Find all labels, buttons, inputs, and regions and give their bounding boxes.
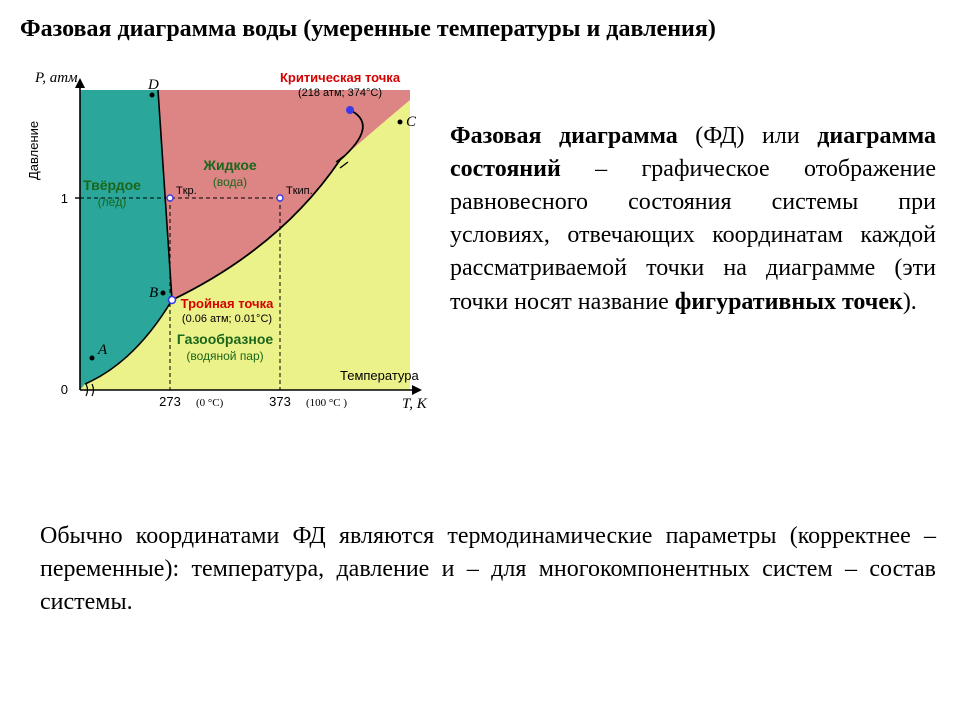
coordinates-paragraph: Обычно координатами ФД являются термодин… <box>40 520 936 619</box>
def-text-1: (ФД) или <box>678 123 818 149</box>
svg-text:273: 273 <box>159 394 181 409</box>
definition-paragraph: Фазовая диаграмма (ФД) или диаграмма сос… <box>450 120 936 319</box>
svg-text:(лёд): (лёд) <box>98 195 127 209</box>
svg-text:(вода): (вода) <box>213 175 247 189</box>
svg-text:Твёрдое: Твёрдое <box>83 177 141 193</box>
term-phase-diagram: Фазовая диаграмма <box>450 123 678 149</box>
svg-text:B: B <box>149 285 158 301</box>
svg-text:0: 0 <box>61 382 68 397</box>
svg-text:A: A <box>97 342 108 358</box>
svg-text:T, K: T, K <box>402 396 428 412</box>
svg-text:(100 °C ): (100 °C ) <box>306 397 347 409</box>
svg-text:373: 373 <box>269 394 291 409</box>
svg-text:(водяной пар): (водяной пар) <box>186 349 263 363</box>
phase-diagram: 1 0 273 (0 °C) 373 (100 °C ) P, атм T, K Темпера… <box>20 60 440 420</box>
svg-text:Жидкое: Жидкое <box>202 157 257 173</box>
term-figurative-points: фигуративных точек <box>675 289 903 315</box>
svg-text:Критическая точка: Критическая точка <box>280 70 401 85</box>
def-text-3: ). <box>903 289 917 315</box>
svg-text:P, атм: P, атм <box>34 70 78 86</box>
svg-text:D: D <box>147 77 159 93</box>
page-title: Фазовая диаграмма воды (умеренные темпер… <box>20 16 940 43</box>
svg-text:C: C <box>406 114 417 130</box>
svg-text:(0 °C): (0 °C) <box>196 397 224 409</box>
svg-text:1: 1 <box>61 191 68 206</box>
svg-text:Давление: Давление <box>26 121 41 180</box>
svg-text:Газообразное: Газообразное <box>177 331 274 347</box>
svg-text:(0.06 атм; 0.01°C): (0.06 атм; 0.01°C) <box>182 313 272 325</box>
svg-text:(218 атм; 374°C): (218 атм; 374°C) <box>298 87 382 99</box>
svg-text:Температура: Температура <box>340 368 420 383</box>
svg-text:Тройная точка: Тройная точка <box>181 296 274 311</box>
svg-text:Tкип.: Tкип. <box>286 185 313 197</box>
svg-text:Tкр.: Tкр. <box>176 185 197 197</box>
